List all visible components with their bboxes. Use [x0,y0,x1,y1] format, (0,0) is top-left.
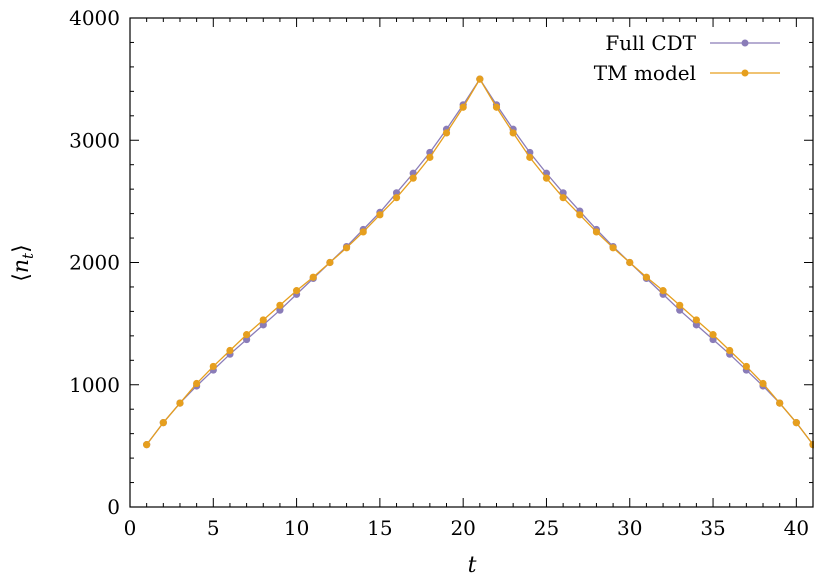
data-point-tm-model [326,258,334,267]
data-point-tm-model [243,331,251,339]
data-point-tm-model [526,153,534,161]
y-tick-label: 1000 [69,373,120,397]
x-tick-label: 10 [284,516,309,540]
data-point-tm-model [442,129,451,137]
x-tick-label: 40 [784,516,809,540]
data-point-tm-model [709,331,717,339]
data-point-tm-model [792,419,800,427]
data-point-tm-model [592,228,601,236]
data-point-tm-model [143,441,151,449]
y-tick-label: 3000 [69,128,120,152]
data-point-tm-model [209,362,217,371]
data-point-tm-model [759,379,767,388]
data-point-tm-model [359,228,367,236]
x-axis-label: t [468,553,477,578]
x-tick-label: 25 [534,516,559,540]
data-point-tm-model [426,153,434,161]
data-point-tm-model [176,399,184,407]
legend-label-full-cdt: Full CDT [605,31,696,55]
data-point-tm-model [642,273,651,281]
data-point-tm-model [309,273,317,281]
data-point-tm-model [676,301,684,309]
series-line-full-cdt [146,77,814,446]
data-point-tm-model [509,129,517,137]
data-point-tm-model [342,244,351,252]
legend-marker-full-cdt [741,39,749,47]
data-point-tm-model [542,174,551,182]
legend-marker-tm-model [741,69,749,77]
data-point-tm-model [626,258,634,267]
plot-frame [129,17,814,508]
legend-label-tm-model: TM model [594,61,696,85]
data-point-tm-model [692,316,700,324]
y-tick-label: 0 [107,495,120,519]
series-full-cdt [143,75,814,449]
legend: Full CDT TM model [594,31,780,85]
data-point-tm-model [409,174,417,182]
data-point-tm-model [742,362,750,371]
series-layer [143,75,814,449]
data-point-tm-model [559,194,567,202]
data-point-tm-model [159,419,167,427]
data-point-tm-model [659,287,667,295]
data-point-tm-model [193,379,201,388]
data-point-tm-model [726,346,734,355]
data-point-tm-model [459,103,467,111]
tick-labels: 0 5 10 15 20 25 30 35 40 0 1000 2000 3000 4000 [69,6,809,540]
x-tick-label: 0 [124,516,137,540]
data-point-tm-model [392,194,401,202]
data-point-tm-model [226,346,234,355]
data-point-tm-model [259,316,267,324]
x-tick-label: 20 [450,516,475,540]
data-point-tm-model [476,75,484,83]
data-point-tm-model [576,211,584,219]
data-point-tm-model [609,244,617,252]
series-line-tm-model [146,77,814,446]
x-tick-label: 30 [617,516,642,540]
data-point-tm-model [776,399,784,407]
x-tick-label: 5 [207,516,220,540]
y-tick-label: 4000 [69,6,120,30]
x-tick-label: 35 [700,516,725,540]
data-point-tm-model [492,103,501,111]
y-axis-label: ⟨nt⟩ [9,244,37,281]
y-tick-label: 2000 [69,251,120,275]
series-tm-model [143,75,814,449]
data-point-tm-model [376,211,384,219]
data-point-tm-model [292,287,301,295]
x-tick-label: 15 [367,516,392,540]
data-point-tm-model [276,301,284,309]
axis-ticks [129,17,814,508]
